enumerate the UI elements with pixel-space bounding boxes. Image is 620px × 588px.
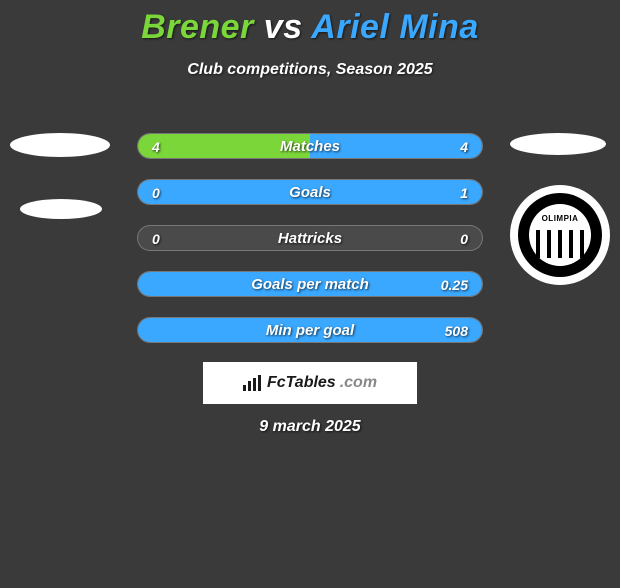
title-mid: vs xyxy=(264,8,303,46)
comparison-title: Brener vs Ariel Mina xyxy=(0,8,620,47)
title-left: Brener xyxy=(141,8,254,46)
stat-label: Min per goal xyxy=(138,318,482,343)
footer-date: 9 march 2025 xyxy=(0,418,620,436)
stat-row: 00Hattricks xyxy=(137,225,483,251)
footer-attribution: FcTables.com xyxy=(203,362,417,404)
stat-label: Goals per match xyxy=(138,272,482,297)
bars-icon xyxy=(243,375,263,391)
stat-label: Matches xyxy=(138,134,482,159)
club-badge-olimpia: OLIMPIA xyxy=(510,185,610,285)
stats-bars: 44Matches 01Goals 00Hattricks 0.25Goals per… xyxy=(137,133,483,363)
club-badge-text: OLIMPIA xyxy=(542,214,579,223)
player-placeholder-icon xyxy=(510,133,606,155)
club-stripes-icon xyxy=(536,230,584,258)
stat-label: Goals xyxy=(138,180,482,205)
subtitle: Club competitions, Season 2025 xyxy=(0,61,620,79)
title-right: Ariel Mina xyxy=(311,8,478,46)
footer-logo-suffix: .com xyxy=(340,374,377,392)
stat-row: 508Min per goal xyxy=(137,317,483,343)
stat-row: 01Goals xyxy=(137,179,483,205)
stat-label: Hattricks xyxy=(138,226,482,251)
right-player-badges: OLIMPIA xyxy=(510,133,610,285)
stat-row: 0.25Goals per match xyxy=(137,271,483,297)
footer-logo-text: FcTables xyxy=(267,374,336,392)
left-player-badges xyxy=(10,133,110,261)
stat-row: 44Matches xyxy=(137,133,483,159)
player-placeholder-icon xyxy=(10,133,110,157)
club-placeholder-icon xyxy=(20,199,102,219)
